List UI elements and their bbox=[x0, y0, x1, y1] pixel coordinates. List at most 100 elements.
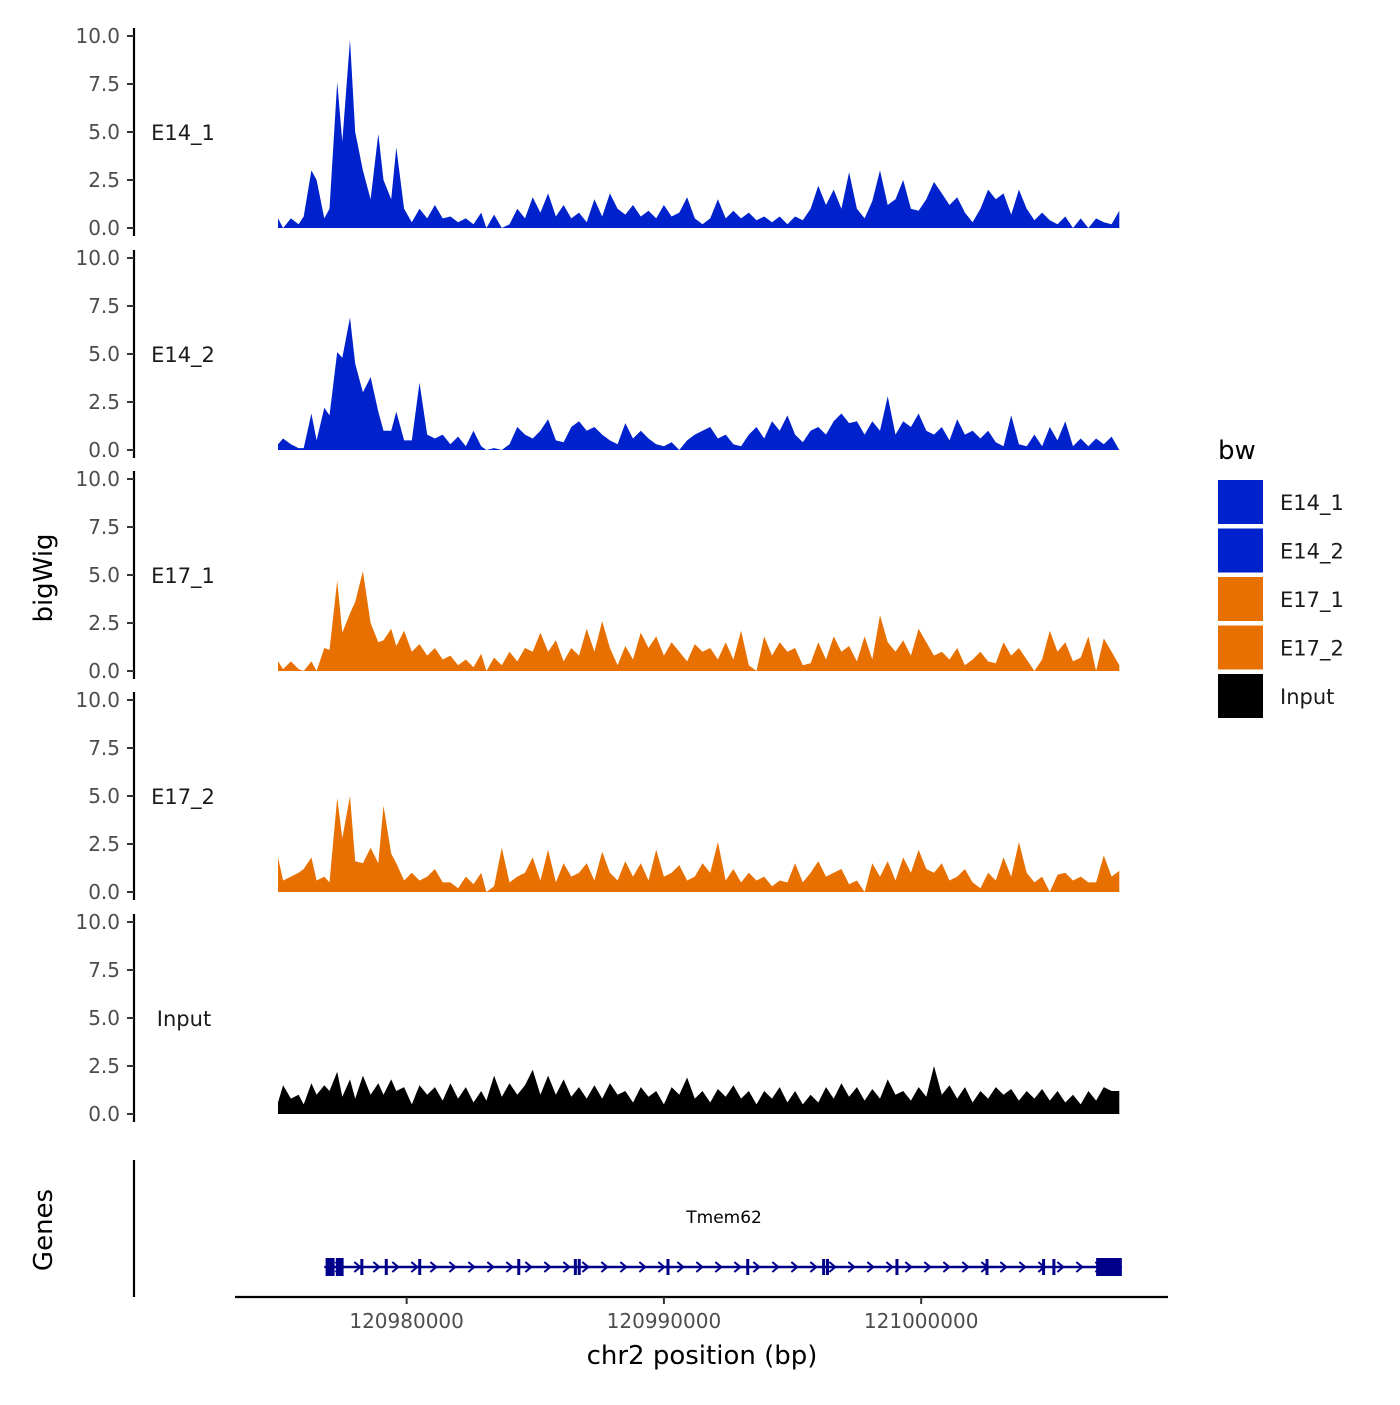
strand-arrow bbox=[999, 1261, 1008, 1273]
x-axis: 120980000 120990000 121000000 bbox=[235, 1295, 1168, 1333]
legend-title: bw bbox=[1218, 436, 1256, 466]
legend-entry-e14-2: E14_2 bbox=[1218, 528, 1344, 573]
y-tick-label: 5.0 bbox=[88, 120, 120, 144]
exon bbox=[418, 1259, 422, 1275]
strand-arrow bbox=[1075, 1261, 1084, 1273]
strand-arrow bbox=[923, 1261, 932, 1273]
y-tick-label: 0.0 bbox=[88, 659, 120, 683]
strand-arrow bbox=[448, 1261, 457, 1273]
strand-arrow bbox=[847, 1261, 856, 1273]
track-label: E17_1 bbox=[151, 564, 215, 589]
strand-arrow bbox=[543, 1261, 552, 1273]
gene-tmem62: Tmem62 bbox=[324, 1208, 1122, 1276]
y-tick-label: 7.5 bbox=[88, 515, 120, 539]
strand-arrow bbox=[866, 1261, 875, 1273]
legend: bw E14_1 E14_2 E17_1 E17_2 Input bbox=[1218, 436, 1344, 718]
strand-arrow bbox=[961, 1261, 970, 1273]
strand-arrow bbox=[809, 1261, 818, 1273]
legend-label: E17_1 bbox=[1280, 588, 1344, 613]
y-tick-label: 2.5 bbox=[88, 1054, 120, 1078]
y-tick-label: 2.5 bbox=[88, 168, 120, 192]
legend-label: E14_1 bbox=[1280, 491, 1344, 516]
strand-arrow bbox=[828, 1261, 837, 1273]
legend-swatch bbox=[1218, 674, 1263, 718]
x-tick-label: 120980000 bbox=[349, 1309, 464, 1333]
legend-entry-input: Input bbox=[1218, 674, 1334, 718]
y-tick-label: 7.5 bbox=[88, 294, 120, 318]
y-tick-label: 0.0 bbox=[88, 1102, 120, 1126]
track-e17-2: 0.0 2.5 5.0 7.5 10.0 E17_2 bbox=[75, 688, 1120, 904]
strand-arrow bbox=[695, 1261, 704, 1273]
strand-arrow bbox=[600, 1261, 609, 1273]
y-tick-label: 5.0 bbox=[88, 784, 120, 808]
strand-arrow bbox=[429, 1261, 438, 1273]
exon bbox=[573, 1259, 577, 1275]
coverage-area bbox=[278, 1066, 1120, 1114]
strand-arrow bbox=[467, 1261, 476, 1273]
y-tick-label: 0.0 bbox=[88, 880, 120, 904]
y-tick-label: 10.0 bbox=[75, 24, 120, 48]
track-label: E14_1 bbox=[151, 121, 215, 146]
legend-entry-e17-1: E17_1 bbox=[1218, 577, 1344, 621]
y-tick-label: 5.0 bbox=[88, 1006, 120, 1030]
x-tick-label: 121000000 bbox=[864, 1309, 979, 1333]
y-tick-label: 10.0 bbox=[75, 467, 120, 491]
y-tick-label: 0.0 bbox=[88, 438, 120, 462]
strand-arrow bbox=[676, 1261, 685, 1273]
exon bbox=[1052, 1259, 1056, 1275]
track-label: E14_2 bbox=[151, 343, 215, 368]
strand-arrow bbox=[486, 1261, 495, 1273]
track-label: Input bbox=[157, 1007, 211, 1031]
y-tick-label: 0.0 bbox=[88, 216, 120, 240]
genes-track-label: Genes bbox=[29, 1189, 59, 1271]
strand-arrow bbox=[733, 1261, 742, 1273]
y-tick-label: 5.0 bbox=[88, 563, 120, 587]
legend-swatch bbox=[1218, 480, 1263, 524]
exon bbox=[325, 1258, 335, 1276]
track-e14-2: 0.0 2.5 5.0 7.5 10.0 E14_2 bbox=[75, 246, 1120, 462]
track-label: E17_2 bbox=[151, 785, 215, 810]
strand-arrow bbox=[1056, 1261, 1065, 1273]
strand-arrow bbox=[619, 1261, 628, 1273]
y-tick-label: 2.5 bbox=[88, 390, 120, 414]
y-tick-label: 7.5 bbox=[88, 72, 120, 96]
exon bbox=[825, 1259, 829, 1275]
strand-arrow bbox=[505, 1261, 514, 1273]
y-tick-label: 7.5 bbox=[88, 736, 120, 760]
strand-arrow bbox=[1018, 1261, 1027, 1273]
strand-arrow bbox=[714, 1261, 723, 1273]
coverage-area bbox=[278, 796, 1120, 892]
exon bbox=[577, 1259, 581, 1275]
strand-arrow bbox=[638, 1261, 647, 1273]
legend-swatch bbox=[1218, 625, 1263, 670]
strand-arrow bbox=[790, 1261, 799, 1273]
y-tick-label: 10.0 bbox=[75, 910, 120, 934]
track-input: 0.0 2.5 5.0 7.5 10.0 Input bbox=[75, 910, 1120, 1126]
exon bbox=[895, 1259, 899, 1275]
genes-track: Genes Tmem62 bbox=[29, 1160, 1122, 1297]
strand-arrow bbox=[885, 1261, 894, 1273]
track-e14-1: 0.0 2.5 5.0 7.5 10.0 E14_1 bbox=[75, 24, 1120, 240]
y-tick-label: 10.0 bbox=[75, 246, 120, 270]
y-tick-label: 7.5 bbox=[88, 958, 120, 982]
x-tick-label: 120990000 bbox=[607, 1309, 722, 1333]
strand-arrow bbox=[372, 1261, 381, 1273]
exon bbox=[360, 1259, 364, 1275]
exon bbox=[666, 1259, 670, 1275]
strand-arrow bbox=[391, 1261, 400, 1273]
strand-arrow bbox=[657, 1261, 666, 1273]
strand-arrow bbox=[942, 1261, 951, 1273]
exon bbox=[1042, 1259, 1046, 1275]
exon bbox=[746, 1259, 750, 1275]
gene-name: Tmem62 bbox=[685, 1208, 762, 1228]
legend-label: E17_2 bbox=[1280, 637, 1344, 662]
legend-entry-e14-1: E14_1 bbox=[1218, 480, 1344, 524]
exon bbox=[822, 1259, 826, 1275]
strand-arrow bbox=[771, 1261, 780, 1273]
legend-swatch bbox=[1218, 528, 1263, 573]
coverage-area bbox=[278, 39, 1120, 228]
strand-arrow bbox=[581, 1261, 590, 1273]
y-tick-label: 2.5 bbox=[88, 611, 120, 635]
